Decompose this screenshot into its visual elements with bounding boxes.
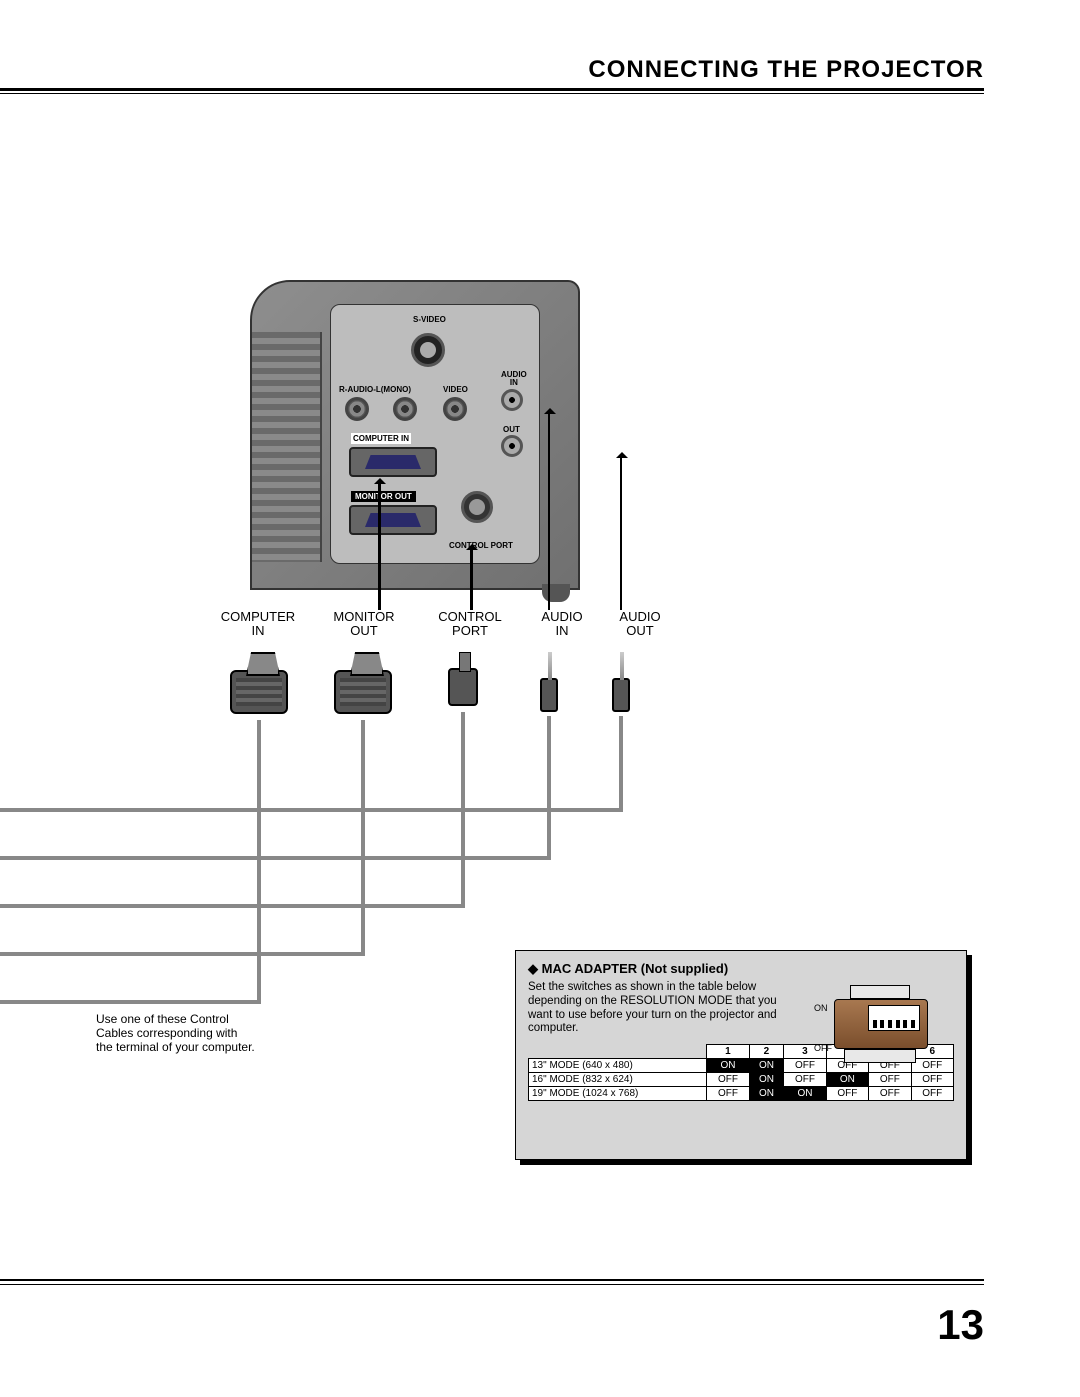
mac-adapter-title: ◆ MAC ADAPTER (Not supplied) — [528, 961, 954, 977]
page-header-title: CONNECTING THE PROJECTOR — [588, 56, 984, 84]
label-audio-in: AUDIOIN — [501, 371, 527, 387]
projector-body: S-VIDEO R-AUDIO-L(MONO) VIDEO COMPUTER I… — [250, 280, 580, 590]
mac-table-cell: OFF — [911, 1059, 953, 1073]
mac-table-cell: OFF — [869, 1087, 911, 1101]
control-port — [461, 491, 493, 523]
arrow-audio-in — [548, 410, 550, 610]
mac-table-mode: 19" MODE (1024 x 768) — [529, 1087, 707, 1101]
rca-audio-l — [393, 397, 417, 421]
audio-in-jack — [501, 389, 523, 411]
dip-off-label: OFF — [814, 1043, 832, 1053]
label-video: VIDEO — [443, 385, 468, 394]
mac-table-cell: OFF — [826, 1087, 868, 1101]
label-conn-monitor-out: MONITOROUT — [316, 610, 412, 639]
label-computer-in: COMPUTER IN — [351, 433, 411, 444]
vga-monitor-out — [349, 505, 437, 535]
wire-h1 — [0, 1000, 261, 1004]
cable-vga-monitor — [334, 650, 392, 722]
mac-adapter-text: Set the switches as shown in the table b… — [528, 981, 794, 1036]
mac-table-header: 2 — [749, 1045, 784, 1059]
mac-table-cell: OFF — [784, 1073, 826, 1087]
mac-table-row: 19" MODE (1024 x 768)OFFONONOFFOFFOFF — [529, 1087, 954, 1101]
cable-audio-in — [540, 650, 560, 718]
label-monitor-out: MONITOR OUT — [351, 491, 416, 502]
label-control-port: CONTROL PORT — [449, 541, 513, 550]
projector-vent — [252, 332, 322, 562]
note-control-cables: Use one of these Control Cables correspo… — [96, 1013, 256, 1054]
wire-v2 — [361, 720, 365, 952]
cable-control — [448, 650, 478, 712]
audio-out-jack — [501, 435, 523, 457]
mac-table-cell: ON — [749, 1087, 784, 1101]
label-conn-audio-in: AUDIOIN — [528, 610, 596, 639]
mac-table-cell: OFF — [869, 1073, 911, 1087]
label-conn-computer-in: COMPUTERIN — [210, 610, 306, 639]
mac-table-cell: ON — [707, 1059, 749, 1073]
label-svideo: S-VIDEO — [413, 315, 446, 324]
header-rule-thick — [0, 88, 984, 91]
mac-table-header: 1 — [707, 1045, 749, 1059]
wire-h2 — [0, 952, 365, 956]
mac-table-cell: OFF — [784, 1059, 826, 1073]
mac-adapter-box: ◆ MAC ADAPTER (Not supplied) Set the swi… — [515, 950, 967, 1160]
wire-v4 — [547, 716, 551, 856]
mac-table-mode: 13" MODE (640 x 480) — [529, 1059, 707, 1073]
projector-foot — [542, 584, 570, 602]
rca-audio-r — [345, 397, 369, 421]
label-audio-out: OUT — [503, 425, 520, 434]
mac-table-cell: ON — [749, 1059, 784, 1073]
mac-table-cell: ON — [784, 1087, 826, 1101]
label-conn-audio-out: AUDIOOUT — [606, 610, 674, 639]
mac-table-cell: ON — [749, 1073, 784, 1087]
page-number: 13 — [937, 1301, 984, 1349]
wire-h4 — [0, 856, 551, 860]
wire-h3 — [0, 904, 465, 908]
mac-table-cell: ON — [826, 1073, 868, 1087]
arrow-computer-in — [378, 480, 381, 610]
wire-v1 — [257, 720, 261, 1000]
mac-table-cell: OFF — [911, 1073, 953, 1087]
cable-vga-computer — [230, 650, 288, 722]
arrow-control-port — [470, 546, 473, 610]
header-rule-thin — [0, 93, 984, 94]
vga-computer-in — [349, 447, 437, 477]
mac-adapter-figure: ON OFF — [804, 981, 954, 1036]
wire-h5 — [0, 808, 623, 812]
mac-table-row: 16" MODE (832 x 624)OFFONOFFONOFFOFF — [529, 1073, 954, 1087]
arrow-audio-out — [620, 454, 622, 610]
mac-table-cell: OFF — [911, 1087, 953, 1101]
connector-labels: COMPUTERIN MONITOROUT CONTROLPORT AUDIOI… — [210, 610, 674, 639]
wire-v5 — [619, 716, 623, 808]
mac-table-cell: OFF — [707, 1087, 749, 1101]
footer-rule-thick — [0, 1279, 984, 1281]
label-audio-l: R-AUDIO-L(MONO) — [339, 385, 411, 394]
rear-panel: S-VIDEO R-AUDIO-L(MONO) VIDEO COMPUTER I… — [330, 304, 540, 564]
rca-video — [443, 397, 467, 421]
mac-table-mode: 16" MODE (832 x 624) — [529, 1073, 707, 1087]
svideo-port — [411, 333, 445, 367]
dip-switches-icon — [868, 1005, 920, 1031]
label-conn-control-port: CONTROLPORT — [422, 610, 518, 639]
footer-rule-thin — [0, 1284, 984, 1285]
dip-on-label: ON — [814, 1003, 828, 1013]
mac-table-cell: OFF — [707, 1073, 749, 1087]
cable-audio-out — [612, 650, 632, 718]
